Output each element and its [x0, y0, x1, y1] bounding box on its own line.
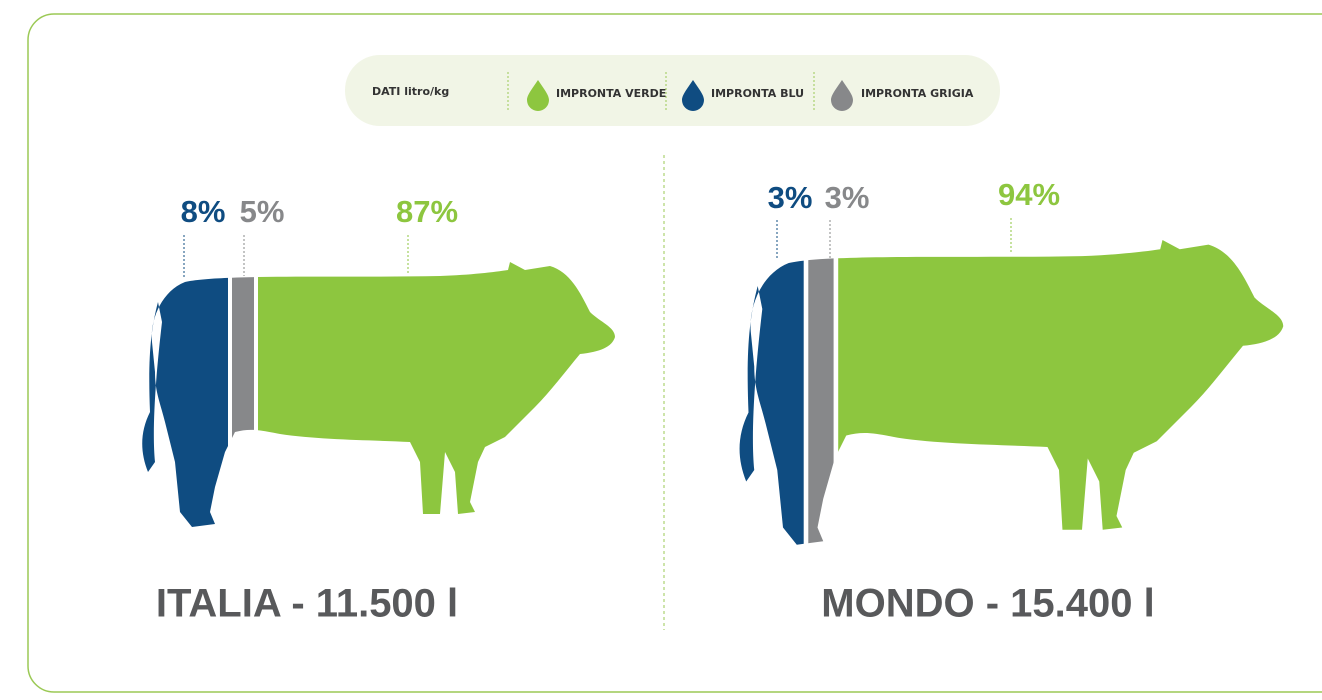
pct-blue: 3%: [768, 180, 813, 215]
cow-italia: [142, 262, 615, 527]
pct-green: 87%: [396, 194, 458, 229]
pct-green: 94%: [998, 177, 1060, 212]
pct-blue: 8%: [181, 194, 226, 229]
legend-item: IMPRONTA VERDE: [556, 87, 666, 100]
panel-title: MONDO - 15.400 l: [821, 582, 1154, 626]
legend-label: DATI litro/kg: [372, 85, 449, 98]
pct-grey: 3%: [825, 180, 870, 215]
legend-item: IMPRONTA BLU: [711, 87, 804, 100]
infographic: DATI litro/kg IMPRONTA VERDE IMPRONTA BL…: [0, 0, 1322, 695]
pct-grey: 5%: [240, 194, 285, 229]
cow-mondo: [740, 240, 1284, 545]
legend-item: IMPRONTA GRIGIA: [861, 87, 974, 100]
panel-title: ITALIA - 11.500 l: [156, 582, 458, 626]
